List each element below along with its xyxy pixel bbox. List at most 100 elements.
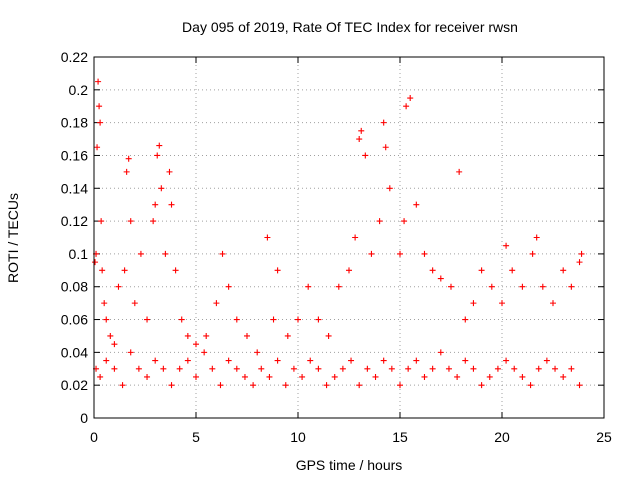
y-tick-label: 0.12: [61, 213, 88, 229]
y-tick-label: 0.1: [69, 246, 89, 262]
data-point: [131, 300, 138, 307]
data-point: [478, 267, 485, 274]
y-tick-label: 0.06: [61, 312, 88, 328]
data-point: [315, 316, 322, 323]
data-point: [295, 316, 301, 323]
x-axis-label: GPS time / hours: [296, 457, 403, 473]
data-point: [152, 357, 159, 364]
data-point: [178, 316, 185, 323]
data-point: [533, 234, 540, 241]
data-point: [568, 365, 575, 372]
data-point: [144, 316, 151, 323]
data-point: [137, 250, 144, 257]
y-tick-label: 0.04: [61, 344, 88, 360]
data-point: [127, 218, 134, 225]
data-point: [382, 144, 389, 151]
data-point: [462, 316, 469, 323]
data-point: [470, 300, 477, 307]
data-point: [407, 95, 414, 102]
data-point: [95, 78, 102, 85]
x-tick-label: 25: [596, 429, 612, 445]
data-point: [233, 365, 240, 372]
data-point: [386, 185, 393, 192]
data-point: [270, 316, 277, 323]
data-point: [437, 349, 444, 356]
data-point: [209, 365, 216, 372]
y-tick-label: 0.2: [69, 82, 89, 98]
data-point: [160, 365, 167, 372]
data-point: [274, 357, 281, 364]
data-point: [266, 373, 273, 380]
data-point: [119, 382, 126, 389]
data-point: [519, 373, 526, 380]
data-point: [358, 127, 365, 134]
data-point: [325, 332, 332, 339]
data-point: [539, 283, 546, 290]
data-point: [184, 332, 191, 339]
data-point: [445, 365, 452, 372]
data-point: [217, 382, 224, 389]
data-point: [380, 357, 387, 364]
data-point: [144, 373, 151, 380]
data-point: [376, 218, 383, 225]
data-point: [429, 365, 436, 372]
data-point: [254, 349, 261, 356]
data-point: [244, 332, 250, 339]
data-point: [193, 341, 199, 348]
data-point: [115, 283, 122, 290]
data-point: [176, 365, 183, 372]
data-point: [156, 142, 163, 149]
data-point: [364, 365, 371, 372]
x-tick-label: 10: [290, 429, 306, 445]
data-point: [535, 365, 542, 372]
data-point: [413, 357, 420, 364]
data-point: [241, 373, 248, 380]
grid-lines: [94, 57, 604, 418]
data-point: [97, 373, 104, 380]
data-point: [103, 357, 110, 364]
data-point: [356, 136, 363, 143]
data-point: [331, 373, 338, 380]
data-point: [380, 119, 387, 126]
data-point: [107, 332, 114, 339]
data-point: [462, 357, 469, 364]
data-point: [352, 234, 359, 241]
data-point: [127, 349, 134, 356]
data-point: [503, 357, 510, 364]
data-point: [368, 250, 375, 257]
data-point: [315, 365, 322, 372]
data-point: [305, 283, 312, 290]
data-point: [362, 152, 369, 159]
data-point: [511, 365, 518, 372]
data-point: [92, 259, 99, 266]
data-point: [552, 365, 559, 372]
data-point: [264, 234, 271, 241]
data-point: [225, 283, 232, 290]
data-point: [203, 332, 210, 339]
data-point: [101, 300, 108, 307]
data-point: [397, 382, 403, 389]
plot-frame: [93, 56, 605, 419]
data-point: [233, 316, 240, 323]
data-point: [437, 275, 444, 282]
data-point: [413, 201, 420, 208]
data-point: [99, 267, 106, 274]
data-point: [274, 267, 281, 274]
data-point: [401, 218, 408, 225]
data-point: [290, 365, 297, 372]
data-point: [168, 201, 175, 208]
data-point: [478, 382, 485, 389]
data-point: [543, 357, 550, 364]
x-tick-label: 15: [392, 429, 408, 445]
y-tick-label: 0.02: [61, 377, 88, 393]
data-point: [448, 283, 454, 290]
x-tick-label: 20: [494, 429, 510, 445]
data-point: [154, 152, 161, 159]
data-point: [429, 267, 436, 274]
y-tick-label: 0.08: [61, 279, 88, 295]
data-point: [550, 300, 556, 307]
data-point: [372, 373, 379, 380]
data-point: [299, 373, 306, 380]
data-point: [576, 259, 583, 266]
